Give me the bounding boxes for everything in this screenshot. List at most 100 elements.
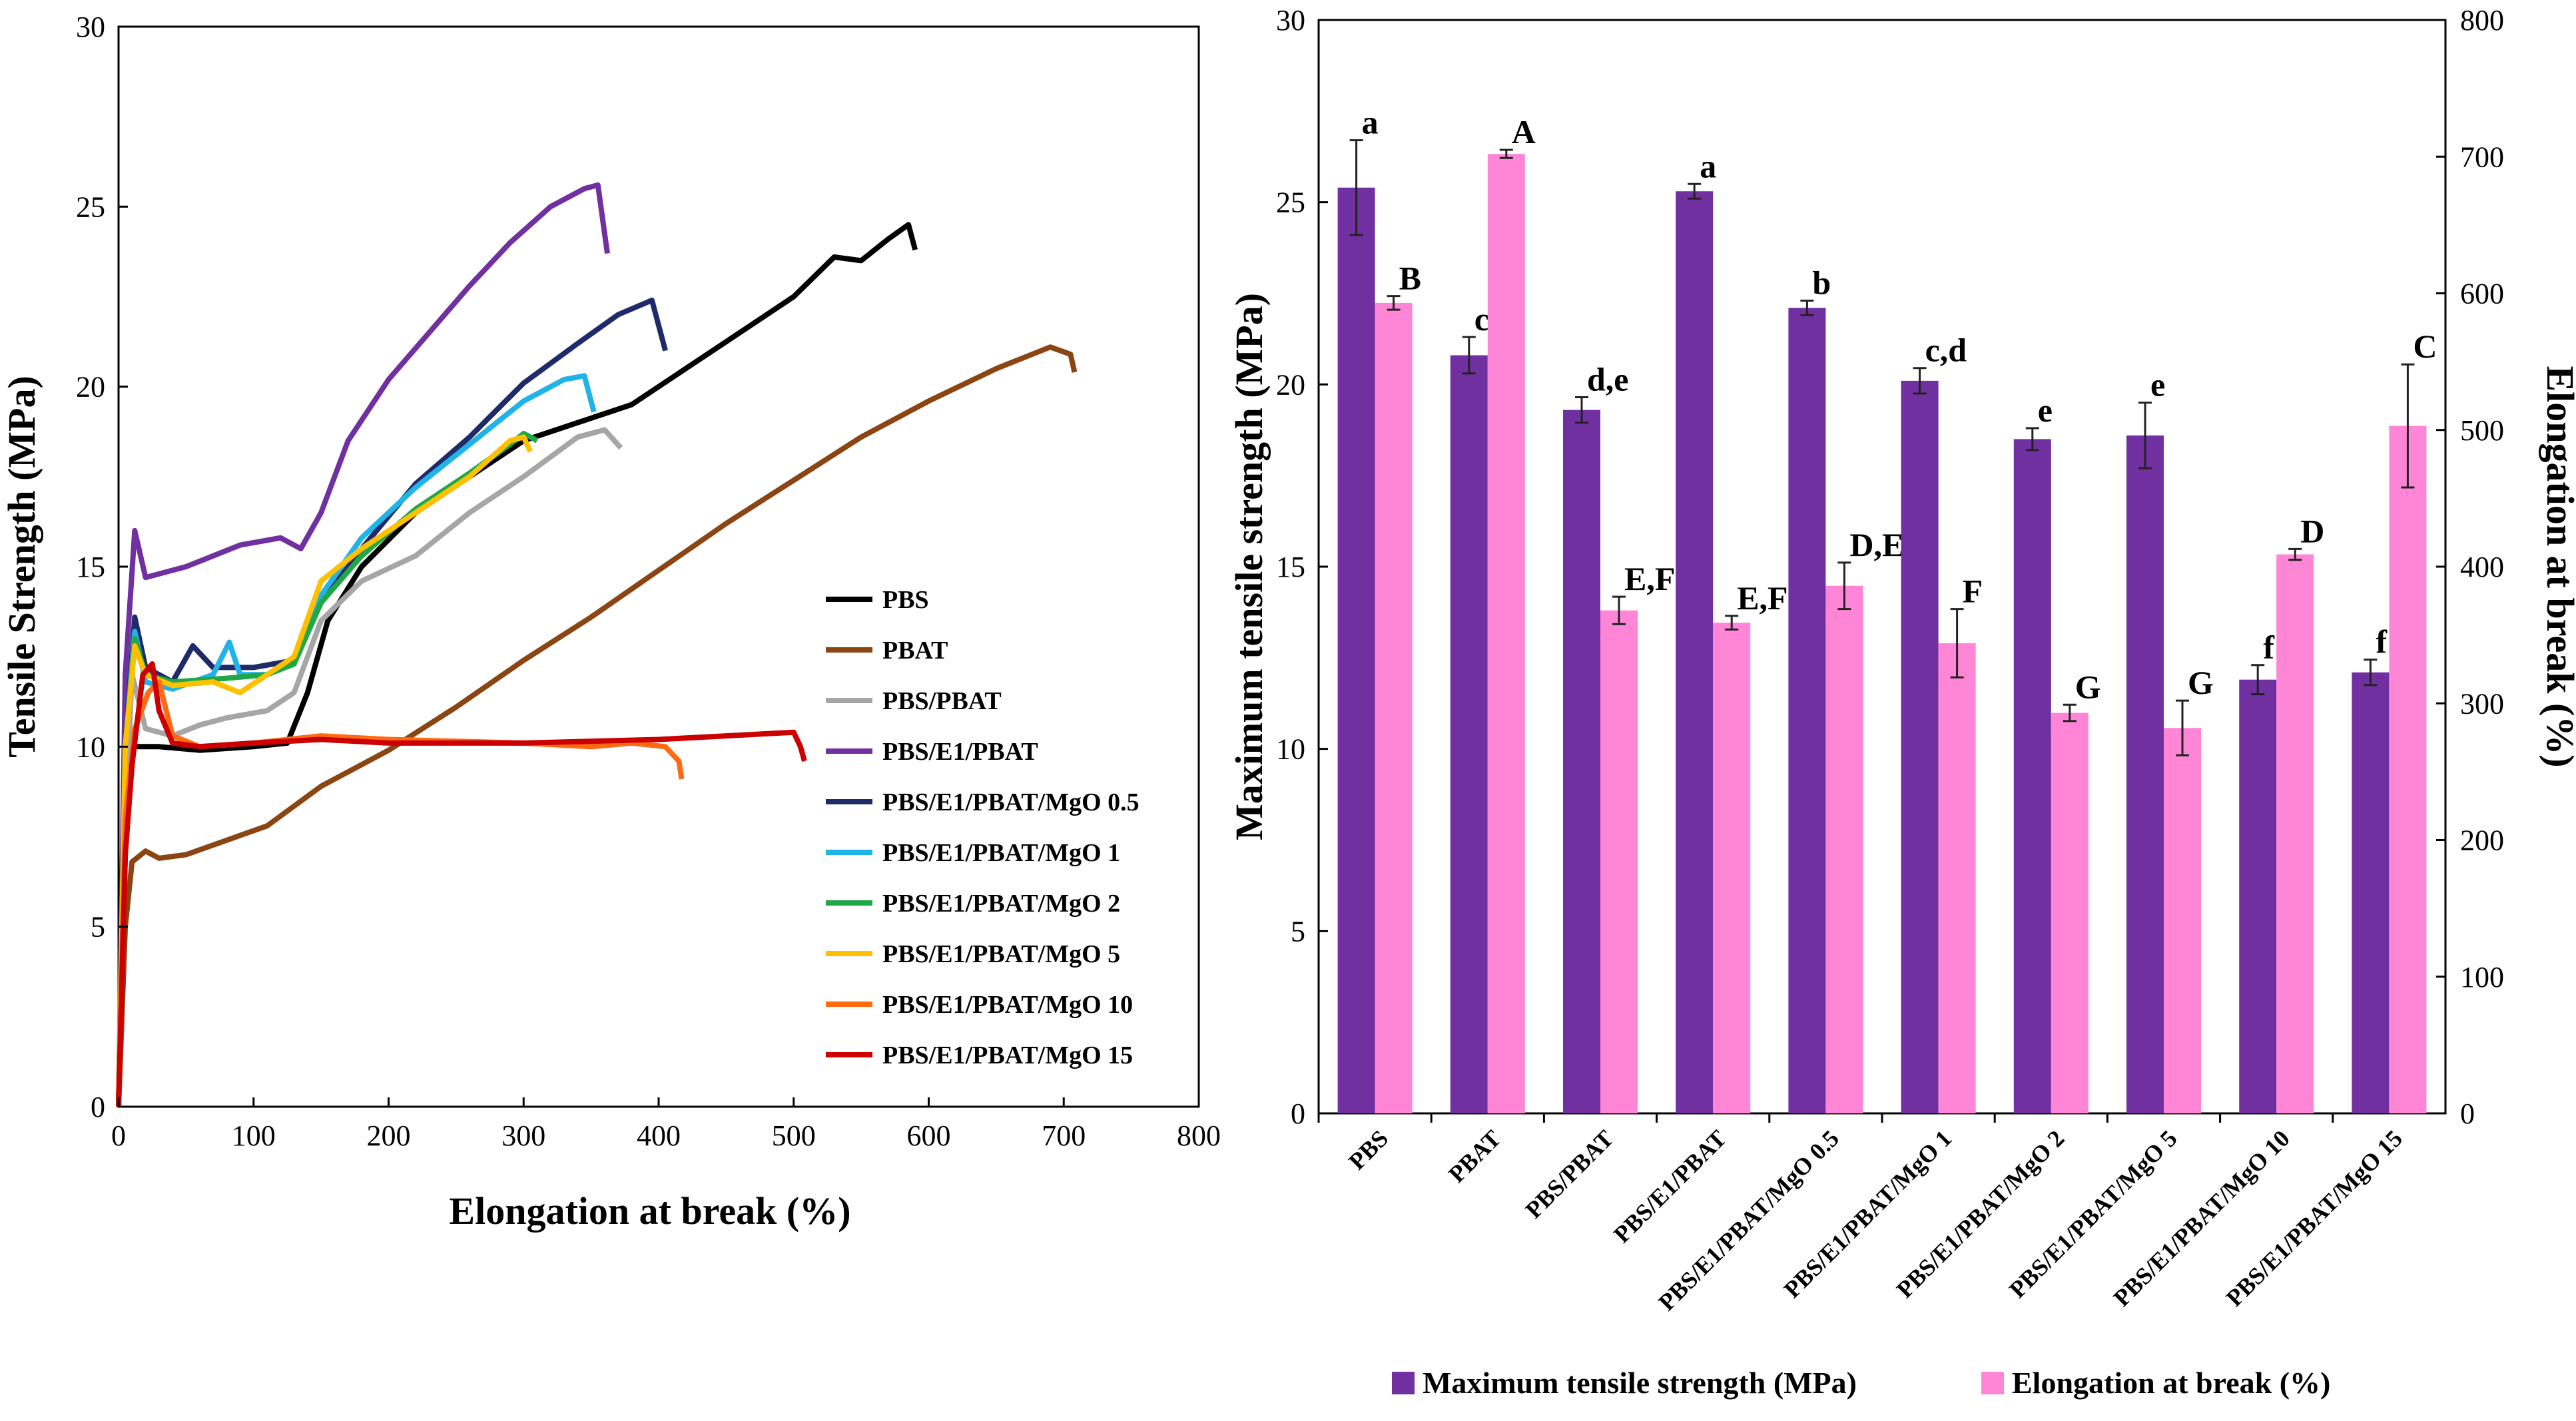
y-tick-label: 5 [91,911,105,944]
legend-label: PBS/E1/PBAT/MgO 10 [882,991,1133,1019]
significance-label: f [2263,629,2275,666]
bar-1-5 [1938,643,1976,1113]
series-line-9 [116,661,807,1107]
y2-axis-label: Elongation at break (%) [2539,366,2576,767]
significance-label: G [2075,668,2101,705]
tensile-curve-chart: 0 100 200 300 400 500 600 700 800 0 5 10 15 20 25 30 El… [0,11,1221,1233]
bar-chart: a Bc Ad,e E,F a E,F b D,E c,d Fe Ge Gf Df C 0 5 10 15 20 2… [1227,4,2576,1400]
significance-label: d,e [1587,360,1629,398]
y-axis-label: Maximum tensile strength (MPa) [1227,293,1271,840]
significance-label: a [1362,104,1379,141]
significance-label: A [1512,113,1536,150]
y2-tick-label: 800 [2460,4,2504,37]
x-tick-label: 0 [111,1119,126,1152]
significance-label: b [1812,264,1831,301]
y2-tick-label: 600 [2460,278,2504,310]
significance-label: e [2150,366,2165,404]
legend-label: PBS/E1/PBAT/MgO 15 [882,1041,1133,1069]
legend-label: PBS/PBAT [882,687,1002,715]
significance-label: D,E [1849,526,1904,563]
bar-1-1 [1487,154,1525,1113]
significance-label: e [2038,392,2053,429]
y-tick-label: 10 [1276,733,1305,766]
y2-tick-label: 300 [2460,687,2504,720]
legend-swatch-elongation [1981,1372,2004,1394]
y2-tick-label: 500 [2460,414,2504,447]
bar-0-0 [1337,187,1375,1114]
x-tick-label: 100 [232,1119,276,1152]
legend-label: PBS/E1/PBAT/MgO 5 [882,940,1120,968]
bar-0-6 [2013,439,2051,1113]
bar-0-2 [1563,410,1600,1113]
x-axis-label: Elongation at break (%) [449,1189,850,1233]
bar-1-7 [2164,728,2201,1113]
y-tick-label: 30 [1276,4,1305,37]
bar-0-8 [2239,679,2277,1113]
significance-label: B [1399,260,1421,297]
legend-label-elongation: Elongation at break (%) [2012,1366,2330,1400]
y-tick-label: 15 [76,551,105,583]
bar-1-4 [1825,585,1863,1113]
legend-swatch-strength [1392,1372,1415,1394]
y-tick-label: 30 [76,11,105,43]
x-tick-label: 500 [772,1119,816,1152]
y2-tick-label: 700 [2460,141,2504,173]
legend-label: PBS [882,586,929,614]
bar-1-3 [1713,623,1751,1113]
x-tick-label: 600 [907,1119,951,1152]
bar-0-1 [1450,355,1488,1114]
bar-1-8 [2276,554,2314,1113]
x-tick-label: 800 [1177,1119,1221,1152]
series-line-7 [116,434,533,1107]
y-tick-label: 20 [1276,368,1305,401]
x-tick-label: 400 [637,1119,681,1152]
bar-1-2 [1600,610,1638,1113]
legend-label: PBS/E1/PBAT/MgO 0.5 [882,788,1139,816]
category-label: PBS/PBAT [1520,1125,1619,1223]
significance-label: f [2376,623,2388,661]
series-line-6 [116,431,539,1107]
bar-group: a Bc Ad,e E,F a E,F b D,E c,d Fe Ge Gf Df C [1337,104,2437,1114]
category-label: PBS/E1/PBAT/MgO 0.5 [1653,1125,1844,1316]
category-label: PBS [1343,1125,1393,1175]
y-tick-label: 0 [1291,1097,1305,1130]
significance-label: E,F [1624,560,1675,597]
y2-tick-label: 200 [2460,824,2504,857]
y-tick-label: 10 [76,730,105,763]
y-tick-label: 5 [1291,915,1305,948]
significance-label: E,F [1737,579,1787,617]
category-label: PBAT [1443,1125,1506,1187]
legend-label: PBS/E1/PBAT [882,738,1038,766]
significance-label: c [1474,300,1489,338]
bar-legend: Maximum tensile strength (MPa) Elongatio… [1392,1366,2330,1400]
legend-label-strength: Maximum tensile strength (MPa) [1423,1366,1857,1400]
x-tick-label: 300 [501,1119,545,1152]
axis-ticks: 0 100 200 300 400 500 600 700 800 0 5 10 15 20 25 30 [76,11,1221,1152]
bar-1-9 [2389,426,2427,1113]
y-tick-label: 20 [76,371,105,404]
bar-0-3 [1676,191,1714,1113]
y2-tick-label: 0 [2460,1097,2475,1130]
bar-0-5 [1901,380,1939,1113]
legend: PBS PBAT PBS/PBAT PBS/E1/PBAT PBS/E1/PBAT/Mg… [826,586,1139,1069]
significance-label: G [2188,664,2214,701]
series-line-3 [116,182,610,1107]
y-tick-label: 15 [1276,551,1305,583]
significance-label: F [1963,573,1983,610]
y-tick-label: 25 [1276,186,1305,219]
category-label: PBS/E1/PBAT [1608,1125,1732,1248]
bar-0-7 [2126,435,2164,1113]
legend-label: PBS/E1/PBAT/MgO 1 [882,839,1120,867]
y2-tick-label: 100 [2460,961,2504,994]
bar-0-4 [1788,308,1826,1114]
significance-label: D [2300,512,2324,549]
y-tick-label: 25 [76,190,105,223]
y2-tick-label: 400 [2460,551,2504,583]
legend-label: PBS/E1/PBAT/MgO 2 [882,890,1120,918]
significance-label: a [1700,147,1716,184]
curve-group [116,182,1078,1107]
bar-1-0 [1375,302,1413,1114]
significance-label: C [2413,328,2437,365]
y-axis-label: Tensile Strength (MPa) [0,376,43,758]
